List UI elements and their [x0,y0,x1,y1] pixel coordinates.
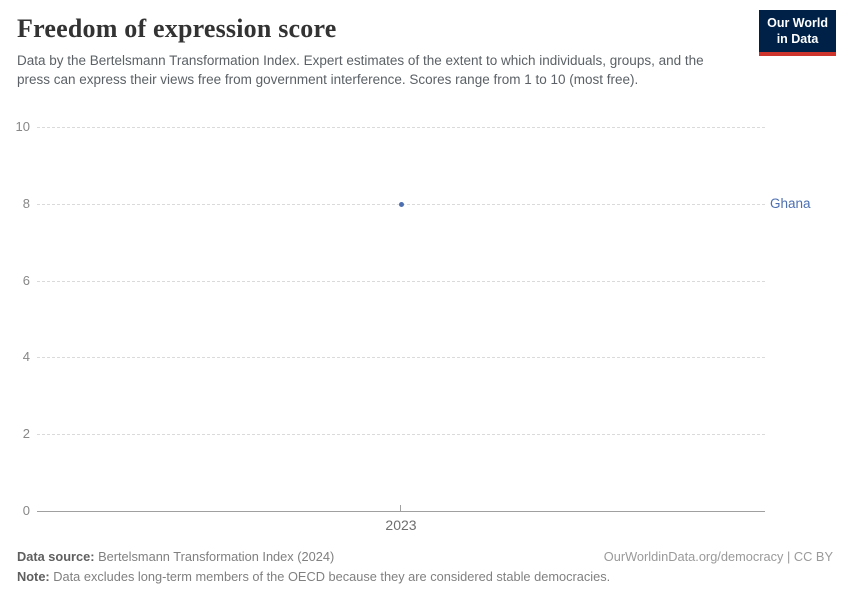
gridline [37,127,765,128]
x-axis-tick [400,505,401,511]
note-text: Data excludes long-term members of the O… [49,569,611,584]
y-axis-tick-label: 0 [22,503,30,518]
y-axis-tick-label: 8 [22,196,30,211]
x-axis-line [37,511,765,512]
gridline [37,434,765,435]
data-source-line: Data source: Bertelsmann Transformation … [17,549,334,564]
y-axis-tick-label: 6 [22,273,30,288]
credit-line: OurWorldinData.org/democracy | CC BY [603,549,833,564]
data-point-ghana[interactable] [399,202,404,207]
gridline [37,281,765,282]
data-source-label: Data source: [17,549,95,564]
owid-logo-line1: Our World [767,16,828,30]
gridline [37,357,765,358]
entity-label-ghana[interactable]: Ghana [770,196,811,212]
note-label: Note: [17,569,50,584]
owid-logo: Our World in Data [759,10,836,56]
chart-subtitle: Data by the Bertelsmann Transformation I… [17,53,704,87]
x-axis-tick-label: 2023 [385,517,417,533]
page-title: Freedom of expression score [17,14,337,43]
y-axis-tick-label: 10 [15,119,30,134]
owid-logo-line2: in Data [776,32,819,47]
y-axis-tick-label: 4 [22,349,30,364]
y-axis-tick-label: 2 [22,426,30,441]
note-line: Note: Data excludes long-term members of… [17,569,610,584]
data-source-text: Bertelsmann Transformation Index (2024) [94,549,335,564]
